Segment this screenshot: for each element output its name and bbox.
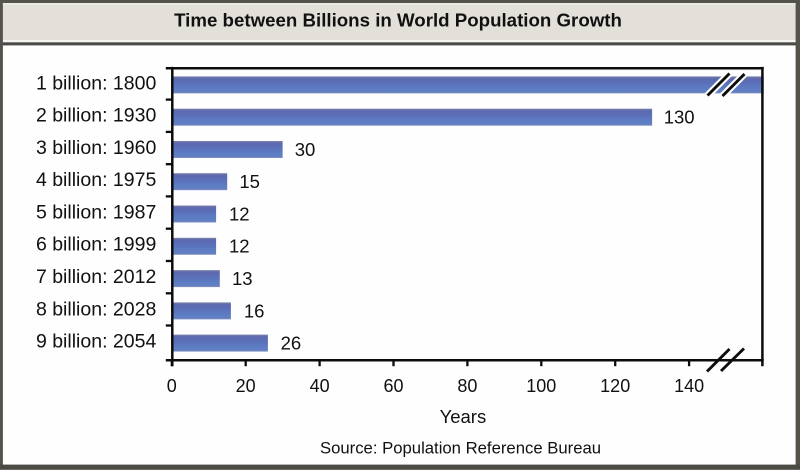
svg-text:30: 30 [295, 139, 316, 160]
svg-text:8 billion: 2028: 8 billion: 2028 [36, 298, 156, 320]
svg-text:0: 0 [167, 376, 177, 396]
svg-text:4 billion: 1975: 4 billion: 1975 [36, 169, 156, 191]
svg-text:20: 20 [236, 376, 256, 396]
svg-text:Time between Billions in World: Time between Billions in World Populatio… [174, 9, 622, 30]
svg-text:140: 140 [674, 376, 704, 396]
svg-text:16: 16 [244, 300, 265, 321]
svg-text:5 billion: 1987: 5 billion: 1987 [36, 201, 156, 223]
svg-text:15: 15 [239, 171, 260, 192]
svg-text:13: 13 [232, 268, 253, 289]
svg-text:26: 26 [281, 333, 302, 354]
svg-text:12: 12 [229, 236, 250, 257]
svg-text:130: 130 [664, 107, 695, 128]
svg-text:100: 100 [526, 376, 556, 396]
svg-text:12: 12 [229, 203, 250, 224]
svg-text:3 billion: 1960: 3 billion: 1960 [36, 137, 156, 159]
svg-text:Years: Years [440, 406, 487, 427]
svg-text:40: 40 [310, 376, 330, 396]
svg-text:6 billion: 1999: 6 billion: 1999 [36, 234, 156, 256]
svg-text:Source: Population Reference B: Source: Population Reference Bureau [320, 439, 601, 458]
svg-text:80: 80 [457, 376, 477, 396]
svg-text:60: 60 [383, 376, 403, 396]
svg-text:2 billion: 1930: 2 billion: 1930 [36, 105, 156, 127]
svg-text:9 billion: 2054: 9 billion: 2054 [36, 331, 156, 353]
svg-text:120: 120 [600, 376, 630, 396]
svg-text:1 billion: 1800: 1 billion: 1800 [36, 72, 156, 94]
svg-text:7 billion: 2012: 7 billion: 2012 [36, 266, 156, 288]
